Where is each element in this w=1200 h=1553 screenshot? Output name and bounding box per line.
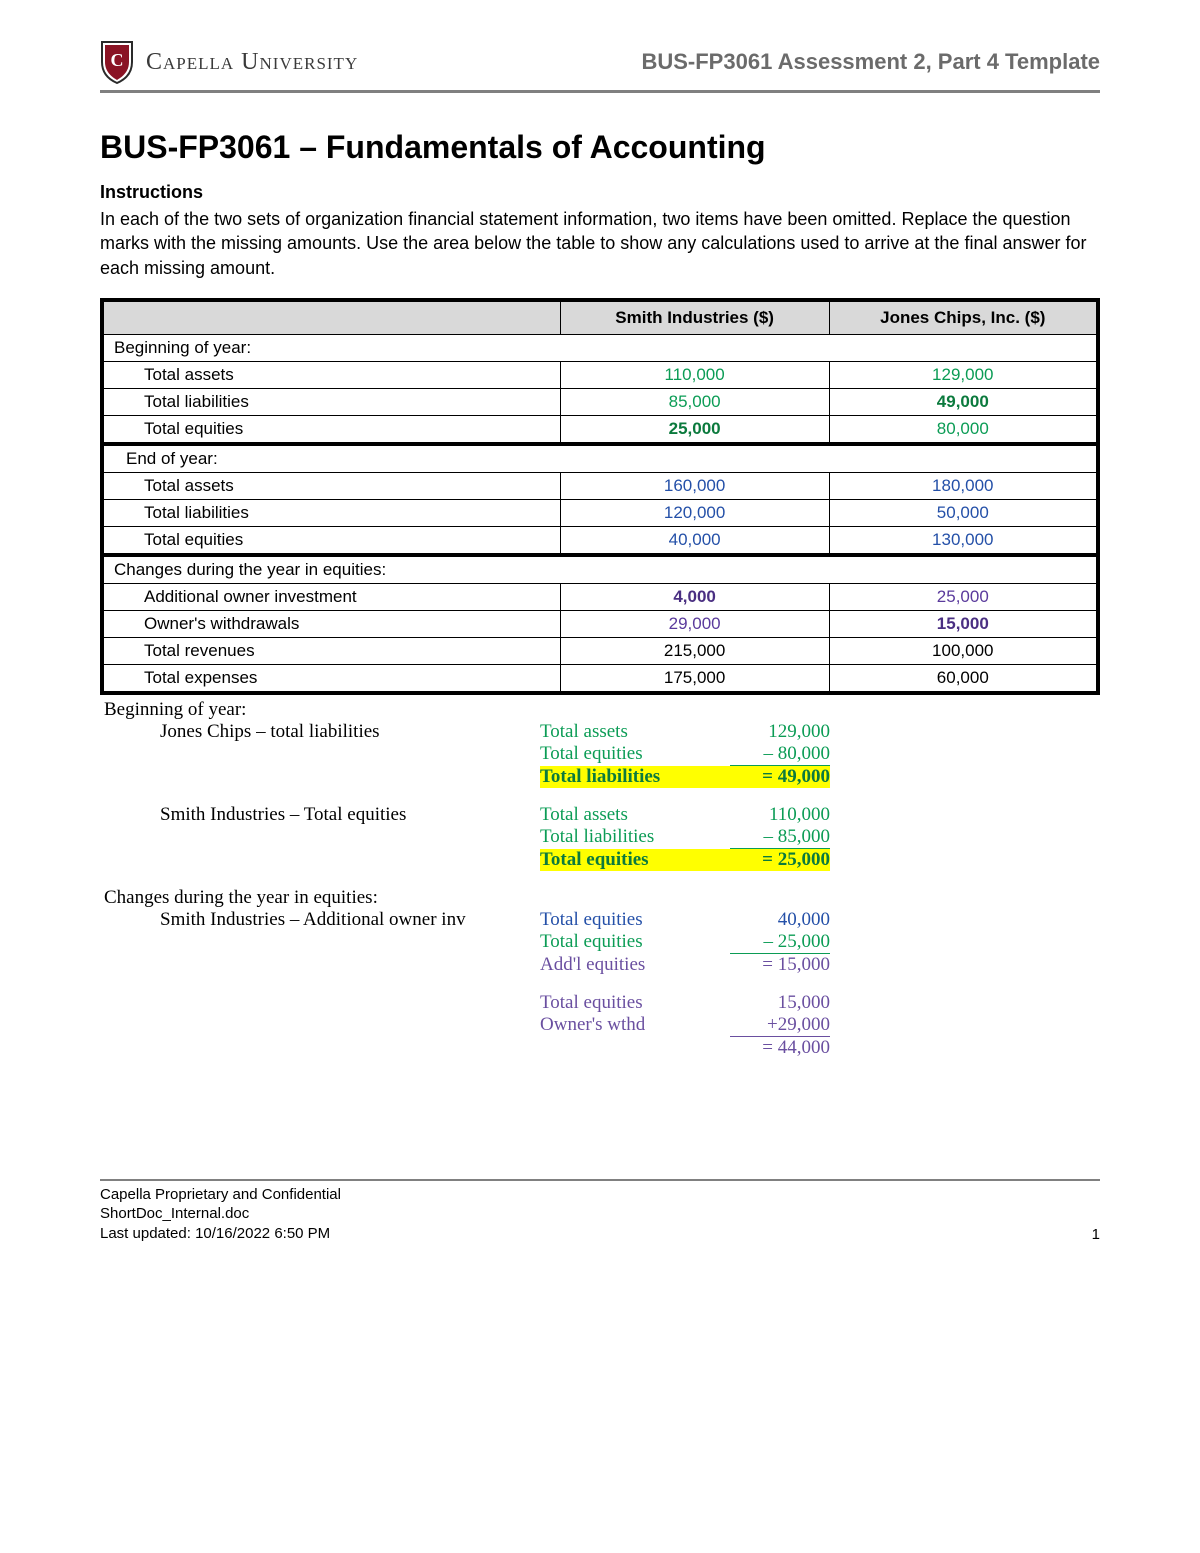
instructions-body: In each of the two sets of organization …	[100, 207, 1100, 280]
cell-value: 175,000	[560, 664, 829, 693]
row-label: Total liabilities	[102, 388, 560, 415]
cell-value: 180,000	[829, 472, 1098, 499]
calc-value: = 15,000	[730, 954, 830, 976]
row-label: Total assets	[102, 472, 560, 499]
calc-term: Owner's wthd	[540, 1014, 730, 1037]
calc-value: +29,000	[730, 1014, 830, 1037]
calc-value: 129,000	[730, 721, 830, 743]
cell-value: 85,000	[560, 388, 829, 415]
col-jones: Jones Chips, Inc. ($)	[829, 300, 1098, 335]
calc-result-value: = 25,000	[730, 849, 830, 871]
page-number: 1	[1092, 1226, 1100, 1243]
shield-icon: C	[100, 40, 134, 84]
table-row: Total expenses 175,000 60,000	[102, 664, 1098, 693]
table-row: Total revenues 215,000 100,000	[102, 637, 1098, 664]
calc-smith-label: Smith Industries – Total equities	[100, 804, 540, 826]
table-row: Owner's withdrawals 29,000 15,000	[102, 610, 1098, 637]
cell-value: 29,000	[560, 610, 829, 637]
calc-term: Total equities	[540, 743, 730, 766]
row-label: Total expenses	[102, 664, 560, 693]
footer-left: Capella Proprietary and Confidential Sho…	[100, 1185, 341, 1244]
calc-term: Total equities	[540, 931, 730, 954]
calc-result-label: Total liabilities	[540, 766, 730, 788]
cell-value: 160,000	[560, 472, 829, 499]
cell-value: 215,000	[560, 637, 829, 664]
row-label: Total equities	[102, 415, 560, 444]
cell-value: 25,000	[560, 415, 829, 444]
section-row: End of year:	[102, 444, 1098, 473]
calc-value: – 25,000	[730, 931, 830, 954]
row-label: Additional owner investment	[102, 583, 560, 610]
calculations-area: Beginning of year: Jones Chips – total l…	[100, 699, 1100, 1059]
calc-term: Add'l equities	[540, 954, 730, 976]
calc-result-label: Total equities	[540, 849, 730, 871]
row-label: Total equities	[102, 526, 560, 555]
row-label: Owner's withdrawals	[102, 610, 560, 637]
header-title: BUS-FP3061 Assessment 2, Part 4 Template	[641, 49, 1100, 75]
cell-value: 80,000	[829, 415, 1098, 444]
document-page: C Capella University BUS-FP3061 Assessme…	[0, 0, 1200, 1273]
cell-value: 60,000	[829, 664, 1098, 693]
calc-value: 110,000	[730, 804, 830, 826]
calc-heading: Changes during the year in equities:	[100, 887, 484, 909]
section-row: Beginning of year:	[102, 334, 1098, 361]
col-blank	[102, 300, 560, 335]
calc-term: Total equities	[540, 909, 730, 931]
row-label: Total revenues	[102, 637, 560, 664]
calc-result-value: = 49,000	[730, 766, 830, 788]
table-row: Total equities 40,000 130,000	[102, 526, 1098, 555]
table-header-row: Smith Industries ($) Jones Chips, Inc. (…	[102, 300, 1098, 335]
cell-value: 25,000	[829, 583, 1098, 610]
calc-value: – 80,000	[730, 743, 830, 766]
page-footer: Capella Proprietary and Confidential Sho…	[100, 1179, 1100, 1244]
instructions-heading: Instructions	[100, 182, 1100, 203]
section-changes: Changes during the year in equities:	[102, 555, 1098, 584]
calc-result-value: = 44,000	[730, 1037, 830, 1059]
cell-value: 49,000	[829, 388, 1098, 415]
cell-value: 4,000	[560, 583, 829, 610]
cell-value: 50,000	[829, 499, 1098, 526]
brand: C Capella University	[100, 40, 358, 84]
calc-value: 15,000	[730, 992, 830, 1014]
table-row: Total assets 110,000 129,000	[102, 361, 1098, 388]
calc-heading: Beginning of year:	[100, 699, 484, 721]
financial-table: Smith Industries ($) Jones Chips, Inc. (…	[100, 298, 1100, 695]
calc-term: Total assets	[540, 804, 730, 826]
page-title: BUS-FP3061 – Fundamentals of Accounting	[100, 129, 1100, 166]
calc-value: – 85,000	[730, 826, 830, 849]
col-smith: Smith Industries ($)	[560, 300, 829, 335]
cell-value: 110,000	[560, 361, 829, 388]
cell-value: 15,000	[829, 610, 1098, 637]
cell-value: 129,000	[829, 361, 1098, 388]
calc-chg-label: Smith Industries – Additional owner inv	[100, 909, 540, 931]
calc-jones-label: Jones Chips – total liabilities	[100, 721, 540, 743]
table-row: Total liabilities 85,000 49,000	[102, 388, 1098, 415]
brand-text: Capella University	[146, 49, 358, 76]
cell-value: 120,000	[560, 499, 829, 526]
table-row: Total liabilities 120,000 50,000	[102, 499, 1098, 526]
calc-term: Total liabilities	[540, 826, 730, 849]
footer-line: Capella Proprietary and Confidential	[100, 1185, 341, 1205]
cell-value: 40,000	[560, 526, 829, 555]
row-label: Total assets	[102, 361, 560, 388]
section-row: Changes during the year in equities:	[102, 555, 1098, 584]
table-row: Total assets 160,000 180,000	[102, 472, 1098, 499]
calc-value: 40,000	[730, 909, 830, 931]
table-row: Total equities 25,000 80,000	[102, 415, 1098, 444]
table-row: Additional owner investment 4,000 25,000	[102, 583, 1098, 610]
footer-line: ShortDoc_Internal.doc	[100, 1204, 341, 1224]
cell-value: 100,000	[829, 637, 1098, 664]
section-beginning: Beginning of year:	[102, 334, 1098, 361]
calc-term: Total assets	[540, 721, 730, 743]
section-end: End of year:	[102, 444, 1098, 473]
shield-letter: C	[111, 50, 124, 70]
footer-line: Last updated: 10/16/2022 6:50 PM	[100, 1224, 341, 1244]
page-header: C Capella University BUS-FP3061 Assessme…	[100, 40, 1100, 93]
calc-term: Total equities	[540, 992, 730, 1014]
cell-value: 130,000	[829, 526, 1098, 555]
row-label: Total liabilities	[102, 499, 560, 526]
